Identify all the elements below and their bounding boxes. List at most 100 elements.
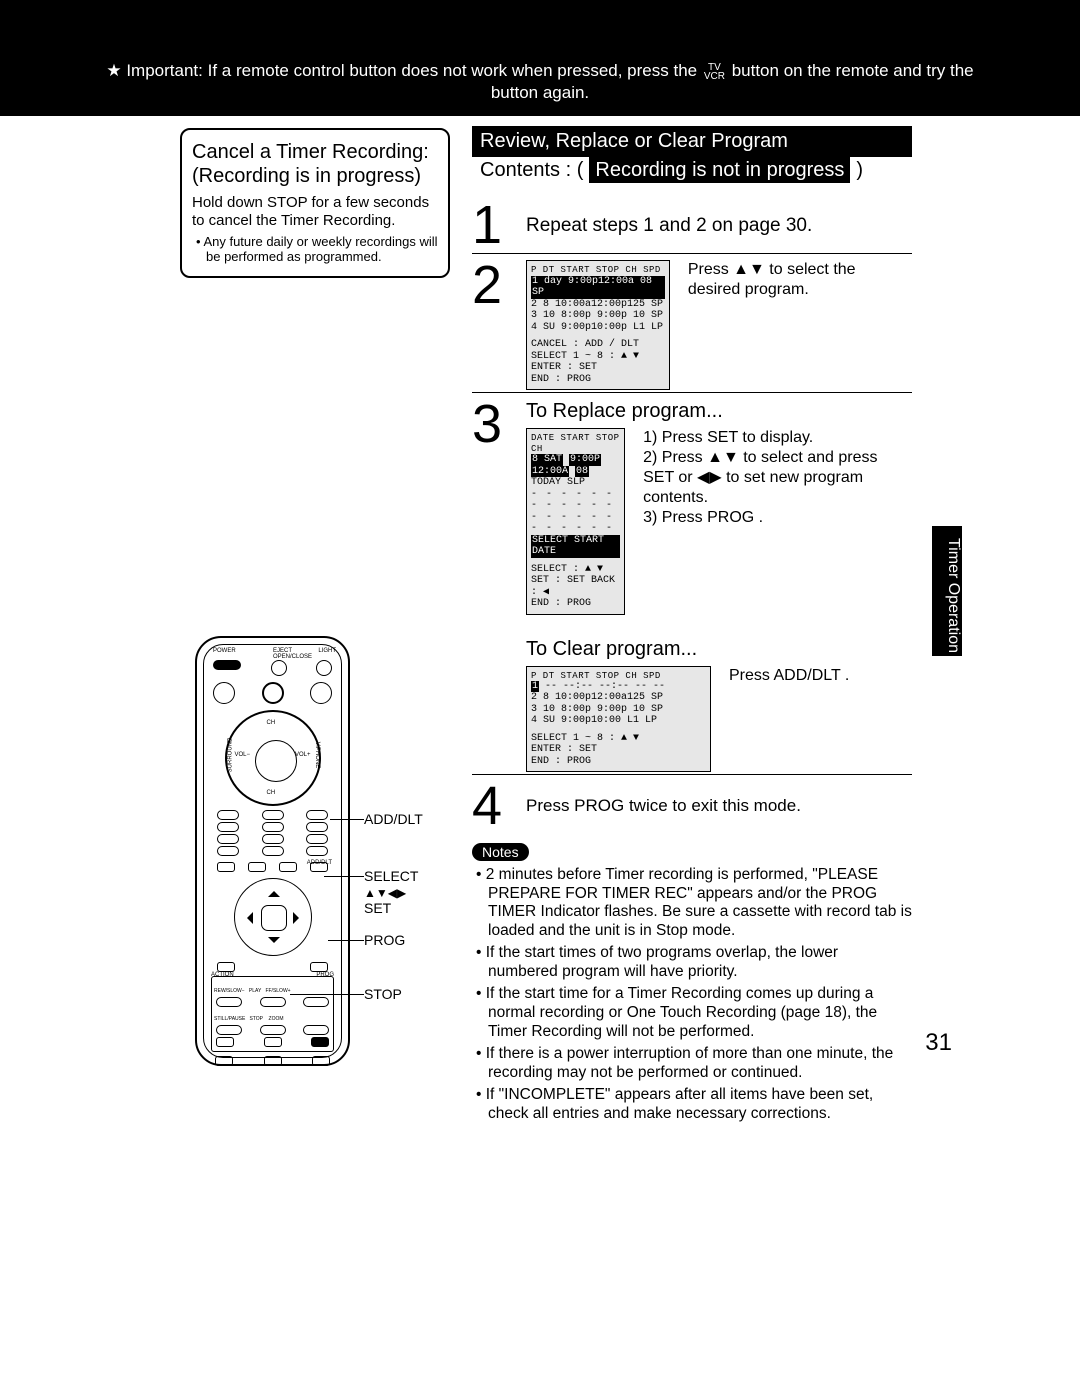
ch-up-label: CH [267,720,276,726]
prog-lbl: PROG [316,972,334,978]
page: ★ Important: If a remote control button … [0,0,1080,1397]
lcd2-r2: 2 8 10:00a12:00p125 SP [531,299,665,311]
select-dpad [234,878,312,956]
subtitle-btn [279,862,297,872]
add-dlt-button [306,846,328,856]
lcd3-sel: SELECT START DATE [531,535,620,558]
lcd3-r1d: 08 [575,466,589,478]
lcd2-f4: END : PROG [531,374,665,386]
important-text-a: If a remote control button does not work… [208,61,698,80]
num-100 [217,846,239,856]
callout-stop: STOP [364,986,402,1002]
audio-btn [217,862,235,872]
s3-side-1: 1) Press SET to display. [643,428,912,448]
note-item: If there is a power interruption of more… [472,1045,912,1083]
callout-select-text: SELECT [364,868,418,884]
vol-up-label: VOL+ [295,752,311,758]
dvd-button [262,682,284,704]
right-column: Review, Replace or Clear Program Content… [472,126,912,1123]
lcd3c-r4: 4 SU 9:00p10:00 L1 LP [531,715,706,727]
vol-dn-label: VOL− [235,752,251,758]
step-3-lcd-replace: DATE START STOP CH 8 SAT 9:00P 12:00A 08… [526,428,625,614]
step-3-body: To Replace program... DATE START STOP CH… [526,399,912,772]
cancel-title-2: (Recording is in progress) [192,164,438,188]
angle-btn [248,862,266,872]
vcr-button [213,682,235,704]
pause-btn [216,1025,242,1035]
stoprow-lbl: STILL/PAUSE STOP ZOOM [214,1016,284,1022]
phone-label: V.PHONE [314,742,320,768]
eject-label: EJECTOPEN/CLOSE [273,648,312,660]
callout-select-arrows: ▲▼◀▶ [364,886,406,900]
up-arrow-icon [268,885,280,897]
play-btn [260,997,286,1007]
lcd2-f1: CANCEL : ADD / DLT [531,339,665,351]
cancel-title-1: Cancel a Timer Recording: [192,140,438,164]
stop-btn [260,1025,286,1035]
lcd3c-f2: ENTER : SET [531,744,706,756]
hdr-sub-b: ) [856,159,863,181]
lcd3c-r3: 3 10 8:00p 9:00p 10 SP [531,704,706,716]
playrow-lbl: REW/SLOW− PLAY FF/SLOW+ [214,988,291,994]
lcd3-r2: TODAY SLP [531,477,620,489]
callout-stop-text: STOP [364,986,402,1002]
adddlt-lbl: ADD/DLT [307,860,332,866]
skip-back [216,1037,234,1047]
lcd2-r4: 4 SU 9:00p10:00p L1 LP [531,322,665,334]
leftright-arrows-icon: ◀▶ [697,469,722,486]
lcd3-r1a: 8 SAT [531,454,563,466]
return-btn [264,1037,282,1047]
surround-label: SURROUND [227,738,233,773]
hdr-sub-a: Contents : ( [480,159,583,181]
callout-select: SELECT ▲▼◀▶ SET [364,868,418,916]
note-item: If the start time for a Timer Recording … [472,985,912,1042]
num-0 [262,846,284,856]
step-2-num: 2 [472,260,516,311]
lcd3c-f3: END : PROG [531,756,706,768]
set-button [261,905,287,931]
step-2: 2 P DT START STOP CH SPD 1 day 9:00p12:0… [472,253,912,390]
cancel-note-text: Any future daily or weekly recordings wi… [203,234,437,264]
search-btn [215,1056,233,1066]
lcd2-r1: 1 day 9:00p12:00a 08 SP [531,276,665,299]
lcd3-r1b: 9:00P [569,454,601,466]
note-item: 2 minutes before Timer recording is perf… [472,866,912,942]
cmskip-btn [264,1056,282,1066]
num-9 [306,834,328,844]
lcd3-hdr: DATE START STOP CH [531,433,620,454]
ch-dn-label: CH [267,790,276,796]
s2-side-a: Press [688,261,733,278]
remote-diagram: POWER EJECTOPEN/CLOSE LIGHT SURROUND V.P… [195,636,350,1066]
tv-vcr-icon: TV VCR [702,63,727,81]
side-tab: Timer Operation [932,526,962,656]
lcd3c-hdr: P DT START STOP CH SPD [531,671,706,681]
step-2-body: P DT START STOP CH SPD 1 day 9:00p12:00a… [526,260,912,390]
num-7 [217,834,239,844]
clear-title: To Clear program... [526,637,912,662]
cancel-note: • Any future daily or weekly recordings … [192,234,438,264]
lcd2-f3: ENTER : SET [531,362,665,374]
light-button [316,660,332,676]
num-8 [262,834,284,844]
lcd3-f1: SELECT : ▲ ▼ [531,564,620,576]
step-2-side: Press ▲▼ to select the desired program. [688,260,912,390]
step-3-side: 1) Press SET to display. 2) Press ▲▼ to … [643,428,912,614]
num-4 [217,822,239,832]
power-button [213,660,241,670]
action-lbl: ACTION [211,972,234,978]
note-item: If "INCOMPLETE" appears after all items … [472,1086,912,1124]
eject-button [271,660,287,676]
power-label: POWER [213,648,236,654]
callout-set-text: SET [364,900,391,916]
callout-adddlt-text: ADD/DLT [364,811,423,827]
step-3: 3 To Replace program... DATE START STOP … [472,392,912,772]
remote-inner: POWER EJECTOPEN/CLOSE LIGHT SURROUND V.P… [209,650,336,1052]
lcd3c-r1b: -- --:-- --:-- -- -- [545,681,665,692]
hdr-sub-box: Recording is not in progress [589,157,850,183]
light-label: LIGHT [318,648,336,654]
updown-arrows-icon-2: ▲▼ [707,449,739,466]
left-arrow-icon [241,912,253,924]
callout-prog: PROG [364,932,405,948]
num-3 [306,810,328,820]
step-1-num: 1 [472,200,516,251]
